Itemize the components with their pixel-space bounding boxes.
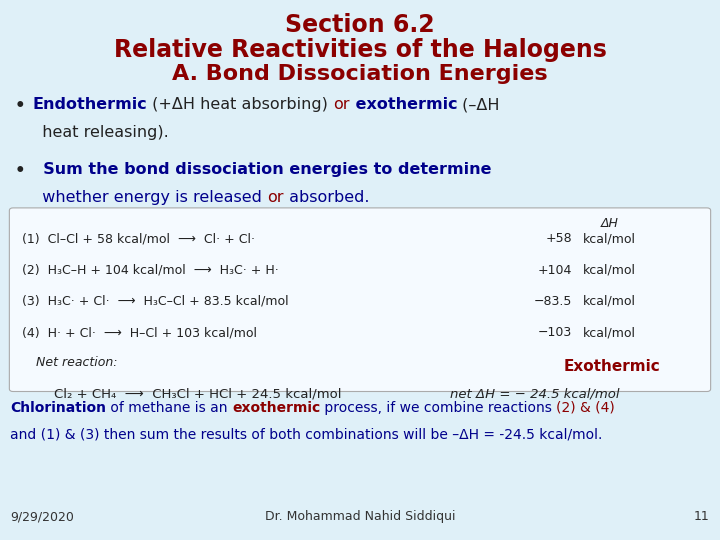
- Text: 9/29/2020: 9/29/2020: [10, 510, 74, 523]
- Text: kcal/mol: kcal/mol: [583, 264, 636, 276]
- Text: (–ΔH: (–ΔH: [457, 97, 500, 112]
- Text: +58: +58: [546, 232, 572, 245]
- Text: of methane is an: of methane is an: [106, 401, 232, 415]
- Text: −103: −103: [538, 326, 572, 339]
- Text: Cl₂ + CH₄  ⟶  CH₃Cl + HCl + 24.5 kcal/mol: Cl₂ + CH₄ ⟶ CH₃Cl + HCl + 24.5 kcal/mol: [54, 387, 341, 400]
- Text: Endothermic: Endothermic: [32, 97, 147, 112]
- Text: (2)  H₃C–H + 104 kcal/mol  ⟶  H₃C· + H·: (2) H₃C–H + 104 kcal/mol ⟶ H₃C· + H·: [22, 264, 279, 276]
- Text: •: •: [14, 97, 25, 115]
- Text: Relative Reactivities of the Halogens: Relative Reactivities of the Halogens: [114, 38, 606, 62]
- Text: ΔH: ΔH: [601, 217, 619, 230]
- Text: Section 6.2: Section 6.2: [285, 14, 435, 37]
- Text: process, if we combine reactions: process, if we combine reactions: [320, 401, 557, 415]
- Text: •: •: [14, 162, 25, 180]
- Text: −83.5: −83.5: [534, 295, 572, 308]
- Text: Net reaction:: Net reaction:: [36, 356, 117, 369]
- Text: (+ΔH heat absorbing): (+ΔH heat absorbing): [147, 97, 333, 112]
- Text: exothermic: exothermic: [232, 401, 320, 415]
- Text: (3)  H₃C· + Cl·  ⟶  H₃C–Cl + 83.5 kcal/mol: (3) H₃C· + Cl· ⟶ H₃C–Cl + 83.5 kcal/mol: [22, 295, 288, 308]
- Text: absorbed.: absorbed.: [284, 190, 369, 205]
- Text: Exothermic: Exothermic: [564, 359, 660, 374]
- Text: kcal/mol: kcal/mol: [583, 295, 636, 308]
- Text: (4)  H· + Cl·  ⟶  H–Cl + 103 kcal/mol: (4) H· + Cl· ⟶ H–Cl + 103 kcal/mol: [22, 326, 256, 339]
- Text: Dr. Mohammad Nahid Siddiqui: Dr. Mohammad Nahid Siddiqui: [265, 510, 455, 523]
- Text: (2) & (4): (2) & (4): [557, 401, 615, 415]
- Text: Sum the bond dissociation energies to determine: Sum the bond dissociation energies to de…: [32, 162, 492, 177]
- Text: A. Bond Dissociation Energies: A. Bond Dissociation Energies: [172, 64, 548, 84]
- Text: +104: +104: [538, 264, 572, 276]
- Text: (1)  Cl–Cl + 58 kcal/mol  ⟶  Cl· + Cl·: (1) Cl–Cl + 58 kcal/mol ⟶ Cl· + Cl·: [22, 232, 255, 245]
- Text: whether energy is released: whether energy is released: [32, 190, 267, 205]
- Text: net ΔH = − 24.5 kcal/mol: net ΔH = − 24.5 kcal/mol: [450, 387, 619, 400]
- Text: or: or: [267, 190, 284, 205]
- Text: and (1) & (3) then sum the results of both combinations will be –ΔH = -24.5 kcal: and (1) & (3) then sum the results of bo…: [10, 428, 603, 442]
- Text: exothermic: exothermic: [350, 97, 457, 112]
- Text: heat releasing).: heat releasing).: [32, 125, 169, 140]
- Text: kcal/mol: kcal/mol: [583, 232, 636, 245]
- Text: or: or: [333, 97, 350, 112]
- Text: 11: 11: [694, 510, 710, 523]
- Text: Chlorination: Chlorination: [10, 401, 106, 415]
- Text: kcal/mol: kcal/mol: [583, 326, 636, 339]
